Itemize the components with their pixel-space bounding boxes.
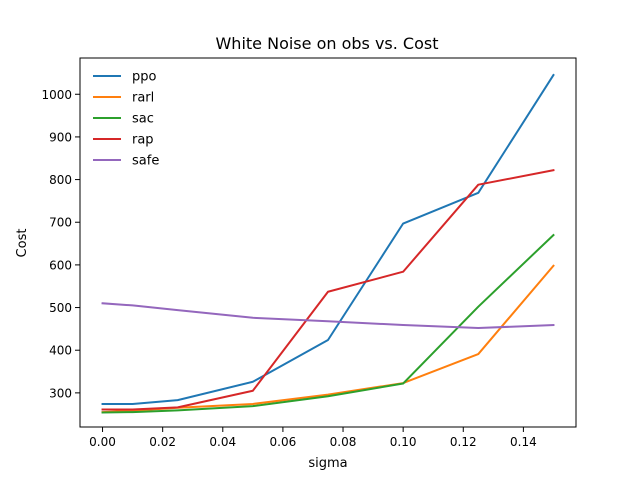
x-tick-label: 0.00 [89,435,116,449]
x-tick-label: 0.08 [330,435,357,449]
x-tick-label: 0.04 [209,435,236,449]
plot-area [79,57,577,428]
legend-label-safe: safe [132,154,159,169]
y-tick-label: 900 [49,130,72,144]
y-tick-label: 600 [49,258,72,272]
y-tick-label: 700 [49,216,72,230]
y-tick-label: 1000 [41,88,72,102]
legend-label-rarl: rarl [132,91,154,106]
series-line-safe [101,302,555,330]
y-tick-label: 800 [49,173,72,187]
y-tick-label: 500 [49,301,72,315]
legend-label-ppo: ppo [132,70,157,85]
chart-title: White Noise on obs vs. Cost [215,34,438,53]
y-tick-label: 400 [49,344,72,358]
legend-label-sac: sac [132,112,154,127]
x-tick-label: 0.14 [510,435,537,449]
y-axis: 300 400 500 600 700 800 900 1000 [41,88,80,400]
series-line-rap [101,169,555,411]
legend-label-rap: rap [132,133,154,148]
series-line-sac [101,233,555,414]
y-axis-label: Cost [15,229,30,258]
series-line-rarl [101,264,555,414]
x-axis-label: sigma [308,456,347,471]
plot-background [80,58,576,427]
plot-frame [79,57,577,428]
legend: ppo rarl sac rap safe [93,70,159,169]
y-tick-label: 300 [49,386,72,400]
x-tick-label: 0.12 [450,435,477,449]
x-tick-label: 0.06 [270,435,297,449]
x-axis: 0.00 0.02 0.04 0.06 0.08 0.10 0.12 0.14 [89,427,537,449]
x-tick-label: 0.02 [149,435,176,449]
x-tick-label: 0.10 [390,435,417,449]
